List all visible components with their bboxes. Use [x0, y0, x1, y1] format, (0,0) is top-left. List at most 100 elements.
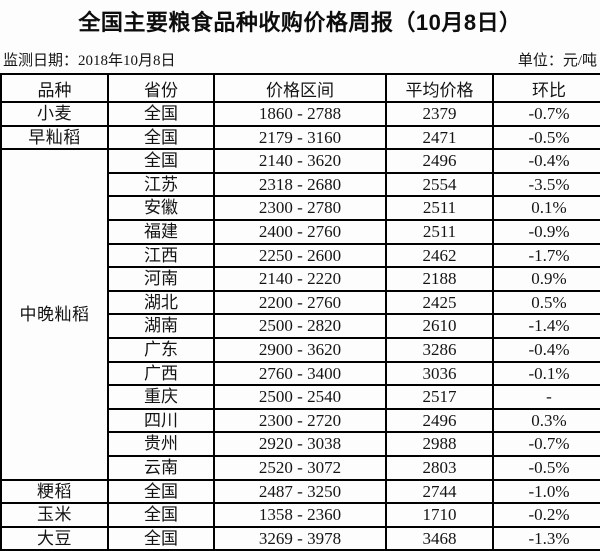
avg-price-cell: 2188 — [385, 266, 494, 292]
meta-row: 监测日期：2018年10月8日 单位：元/吨 — [0, 49, 600, 70]
table-row: 中晚籼稻 全国 2140 - 3620 2496 -0.4% — [0, 148, 600, 481]
variety-cell: 早籼稻 — [0, 124, 109, 151]
avg-price-cell: 2496 — [385, 407, 494, 434]
header-change: 环比 — [492, 73, 600, 103]
variety-cell: 大豆 — [0, 525, 109, 551]
change-cell: -0.1% — [492, 360, 600, 387]
price-range-cell: 2920 - 3038 — [213, 431, 387, 457]
price-range-cell: 2500 - 2540 — [213, 384, 387, 410]
table-row: 粳稻 全国 2487 - 3250 2744 -1.0% — [0, 478, 600, 505]
price-range-cell: 2900 - 3620 — [213, 336, 387, 363]
price-range-cell: 2140 - 3620 — [213, 148, 387, 174]
avg-price-cell: 2379 — [385, 101, 494, 127]
avg-price-cell: 2988 — [385, 431, 494, 457]
price-range-cell: 1358 - 2360 — [213, 502, 387, 528]
province-cell: 湖北 — [107, 289, 215, 316]
change-cell: -1.4% — [492, 313, 600, 339]
avg-price-cell: 2803 — [385, 454, 494, 481]
price-range-cell: 2300 - 2780 — [213, 195, 387, 221]
change-cell: -0.7% — [492, 101, 600, 127]
province-cell: 全国 — [107, 101, 215, 127]
header-price-range: 价格区间 — [213, 73, 387, 103]
change-cell: -0.7% — [492, 431, 600, 457]
price-table-header: 品种 省份 价格区间 平均价格 环比 — [0, 73, 600, 103]
change-cell: -1.7% — [492, 242, 600, 269]
province-cell: 江西 — [107, 242, 215, 269]
province-cell: 全国 — [107, 525, 215, 551]
province-cell: 云南 — [107, 454, 215, 481]
province-cell: 全国 — [107, 148, 215, 174]
price-range-cell: 2300 - 2720 — [213, 407, 387, 434]
province-cell: 全国 — [107, 502, 215, 528]
province-cell: 安徽 — [107, 195, 215, 221]
page-title: 全国主要粮食品种收购价格周报（10月8日） — [78, 10, 522, 35]
price-range-cell: 2179 - 3160 — [213, 124, 387, 151]
change-cell: -1.3% — [492, 525, 600, 551]
header-variety: 品种 — [0, 73, 109, 103]
province-cell: 广西 — [107, 360, 215, 387]
table-row: 广东 2900 - 3620 3286 -0.4% — [1, 336, 600, 363]
province-cell: 广东 — [107, 336, 215, 363]
province-cell: 四川 — [107, 407, 215, 434]
table-row: 广西 2760 - 3400 3036 -0.1% — [1, 360, 600, 387]
price-range-cell: 1860 - 2788 — [213, 101, 387, 127]
change-cell: -1.0% — [492, 478, 600, 505]
price-range-cell: 2520 - 3072 — [213, 454, 387, 481]
table-row: 湖南 2500 - 2820 2610 -1.4% — [1, 313, 600, 339]
header-province: 省份 — [107, 73, 215, 103]
province-cell: 湖南 — [107, 313, 215, 339]
price-range-cell: 2140 - 2220 — [213, 266, 387, 292]
table-row: 早籼稻 全国 2179 - 3160 2471 -0.5% — [0, 124, 600, 151]
price-range-cell: 2400 - 2760 — [213, 218, 387, 245]
province-cell: 江苏 — [107, 171, 215, 198]
province-cell: 全国 — [107, 124, 215, 151]
price-range-cell: 2487 - 3250 — [213, 478, 387, 505]
province-cell: 福建 — [107, 218, 215, 245]
table-row: 玉米 全国 1358 - 2360 1710 -0.2% — [0, 502, 600, 528]
change-cell: 0.5% — [492, 289, 600, 316]
variety-cell: 小麦 — [0, 101, 109, 127]
province-cell: 贵州 — [107, 431, 215, 457]
change-cell: -0.4% — [492, 336, 600, 363]
change-cell: 0.3% — [492, 407, 600, 434]
avg-price-cell: 2554 — [385, 171, 494, 198]
price-range-cell: 2760 - 3400 — [213, 360, 387, 387]
avg-price-cell: 2517 — [385, 384, 494, 410]
change-cell: -0.2% — [492, 502, 600, 528]
change-cell: - — [492, 384, 600, 410]
variety-cell: 玉米 — [0, 502, 109, 528]
monitor-date-label: 监测日期：2018年10月8日 — [3, 53, 176, 69]
change-cell: 0.9% — [492, 266, 600, 292]
price-range-cell: 2250 - 2600 — [213, 242, 387, 269]
province-cell: 重庆 — [107, 384, 215, 410]
change-cell: -0.9% — [492, 218, 600, 245]
price-table: 品种 省份 价格区间 平均价格 环比 小麦 全国 1860 - 2788 2379 -0… — [0, 73, 600, 551]
header-row: 品种 省份 价格区间 平均价格 环比 — [0, 73, 600, 103]
avg-price-cell: 2471 — [385, 124, 494, 151]
change-cell: -0.5% — [492, 124, 600, 151]
province-cell: 河南 — [107, 266, 215, 292]
price-range-cell: 2200 - 2760 — [213, 289, 387, 316]
avg-price-cell: 2425 — [385, 289, 494, 316]
unit-label: 单位：元/吨 — [517, 53, 597, 69]
variety-cell: 中晚籼稻 — [0, 148, 109, 481]
table-row: 安徽 2300 - 2780 2511 0.1% — [1, 195, 600, 221]
price-range-cell: 2318 - 2680 — [213, 171, 387, 198]
change-cell: 0.1% — [492, 195, 600, 221]
table-row: 福建 2400 - 2760 2511 -0.9% — [1, 218, 600, 245]
avg-price-cell: 2511 — [385, 195, 494, 221]
table-row: 云南 2520 - 3072 2803 -0.5% — [1, 454, 600, 481]
change-cell: -3.5% — [492, 171, 600, 198]
table-row: 小麦 全国 1860 - 2788 2379 -0.7% — [0, 101, 600, 127]
change-cell: -0.5% — [492, 454, 600, 481]
price-range-cell: 2500 - 2820 — [213, 313, 387, 339]
avg-price-cell: 3036 — [385, 360, 494, 387]
price-range-cell: 3269 - 3978 — [213, 525, 387, 551]
table-row: 河南 2140 - 2220 2188 0.9% — [1, 266, 600, 292]
variety-cell: 粳稻 — [0, 478, 109, 505]
avg-price-cell: 2462 — [385, 242, 494, 269]
table-row: 大豆 全国 3269 - 3978 3468 -1.3% — [0, 525, 600, 551]
avg-price-cell: 2610 — [385, 313, 494, 339]
avg-price-cell: 3286 — [385, 336, 494, 363]
